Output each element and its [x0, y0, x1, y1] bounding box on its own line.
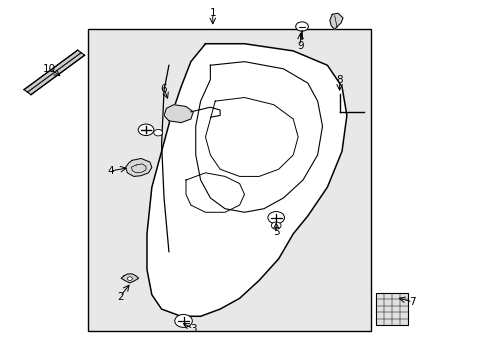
Circle shape — [154, 130, 162, 136]
Circle shape — [127, 277, 132, 280]
Text: 2: 2 — [117, 292, 123, 302]
Polygon shape — [24, 50, 84, 95]
Polygon shape — [147, 44, 346, 316]
Text: 3: 3 — [190, 324, 196, 334]
Text: 6: 6 — [161, 84, 167, 94]
Circle shape — [271, 222, 281, 229]
Circle shape — [174, 315, 192, 327]
Circle shape — [295, 22, 308, 31]
Text: 8: 8 — [336, 75, 342, 85]
Polygon shape — [121, 274, 139, 283]
Text: 1: 1 — [209, 8, 216, 18]
Text: 10: 10 — [43, 64, 56, 74]
Bar — [375, 293, 407, 325]
Polygon shape — [163, 105, 193, 123]
Text: 7: 7 — [408, 297, 415, 307]
Text: 9: 9 — [297, 41, 303, 50]
Circle shape — [138, 124, 154, 135]
Circle shape — [267, 212, 284, 224]
Polygon shape — [329, 13, 342, 30]
Bar — [88, 30, 370, 330]
Text: 5: 5 — [272, 227, 279, 237]
Text: 4: 4 — [107, 166, 114, 176]
Polygon shape — [125, 158, 152, 176]
